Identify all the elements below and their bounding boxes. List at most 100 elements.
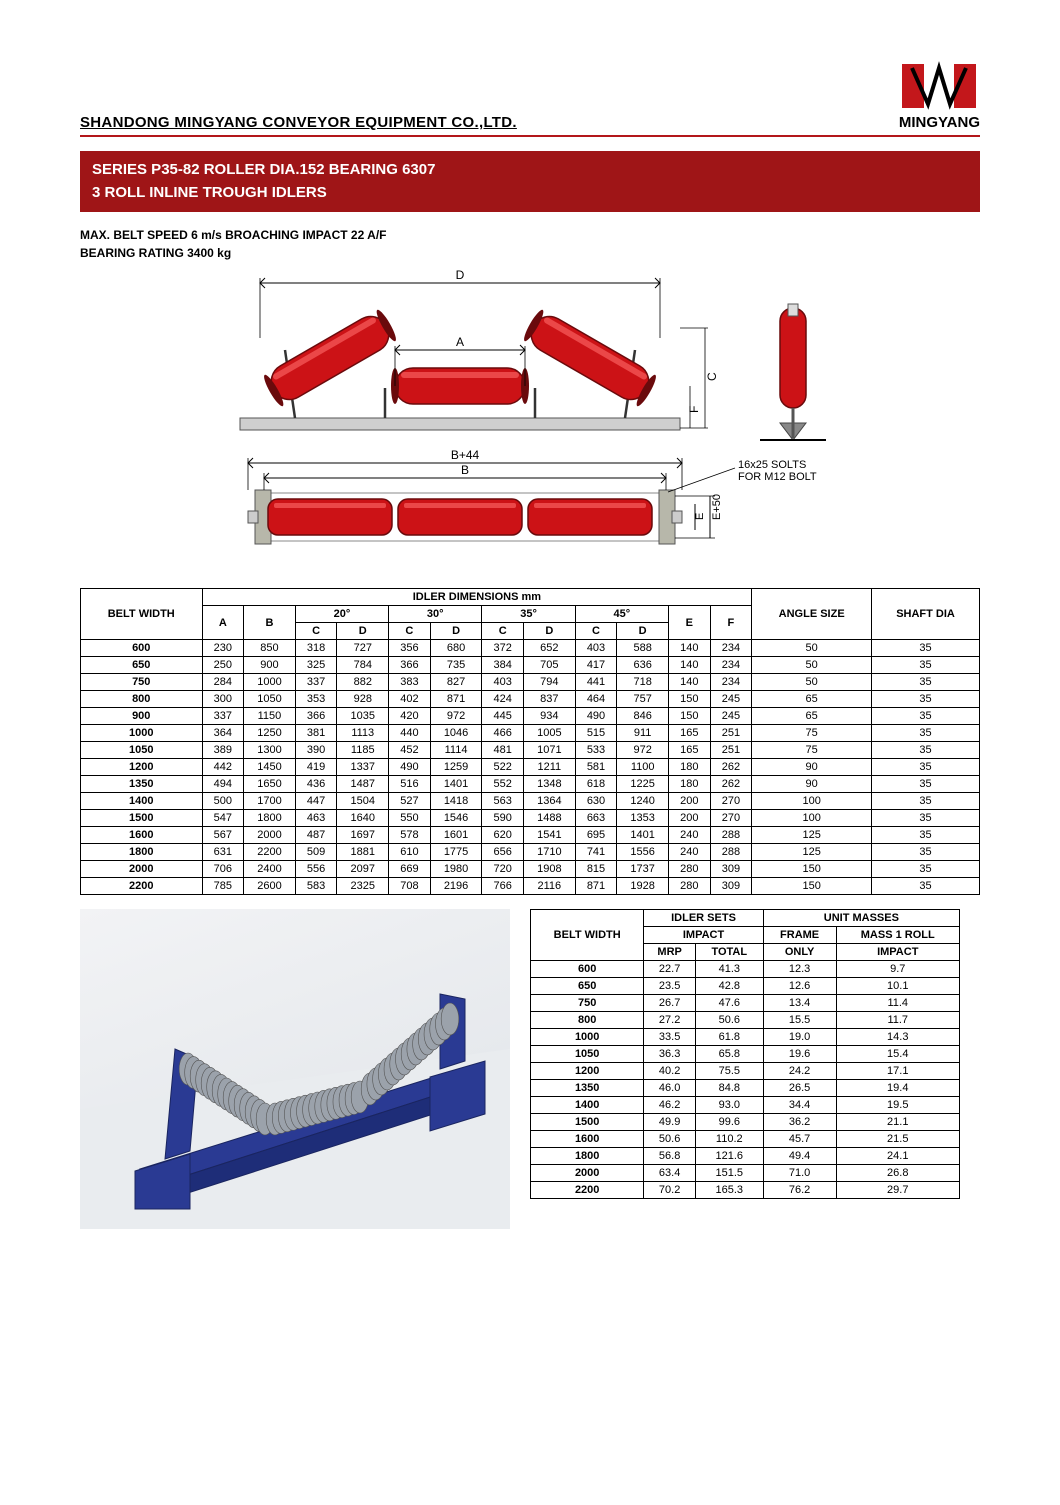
cell: 84.8 bbox=[695, 1080, 763, 1097]
cell: 150 bbox=[752, 878, 872, 895]
table-row: 7502841000337882383827403794441718140234… bbox=[81, 674, 980, 691]
cell: 487 bbox=[295, 827, 337, 844]
cell: 389 bbox=[202, 742, 244, 759]
cell: 19.6 bbox=[763, 1046, 836, 1063]
cell: 26.7 bbox=[644, 995, 696, 1012]
cell: 22.7 bbox=[644, 961, 696, 978]
cell: 19.5 bbox=[836, 1097, 960, 1114]
cell: 270 bbox=[710, 793, 752, 810]
cell: 50 bbox=[752, 674, 872, 691]
title-bar: SERIES P35-82 ROLLER DIA.152 BEARING 630… bbox=[80, 151, 980, 212]
cell: 75.5 bbox=[695, 1063, 763, 1080]
cell: 309 bbox=[710, 861, 752, 878]
cell: 35 bbox=[872, 793, 980, 810]
cell: 1337 bbox=[337, 759, 389, 776]
cell: 452 bbox=[389, 742, 431, 759]
cell: 65.8 bbox=[695, 1046, 763, 1063]
cell: 35 bbox=[872, 725, 980, 742]
title-line-2: 3 ROLL INLINE TROUGH IDLERS bbox=[92, 182, 968, 205]
cell: 630 bbox=[575, 793, 617, 810]
table-row: 9003371150366103542097244593449084615024… bbox=[81, 708, 980, 725]
spec-line-1: MAX. BELT SPEED 6 m/s BROACHING IMPACT 2… bbox=[80, 226, 980, 244]
cell: 1300 bbox=[244, 742, 296, 759]
cell: 402 bbox=[389, 691, 431, 708]
th-20C: C bbox=[295, 623, 337, 640]
cell: 650 bbox=[531, 978, 644, 995]
cell: 442 bbox=[202, 759, 244, 776]
cell: 1556 bbox=[617, 844, 669, 861]
cell: 815 bbox=[575, 861, 617, 878]
t2-impact: IMPACT bbox=[644, 927, 763, 944]
cell: 620 bbox=[482, 827, 524, 844]
cell: 325 bbox=[295, 657, 337, 674]
cell: 720 bbox=[482, 861, 524, 878]
cell: 150 bbox=[752, 861, 872, 878]
cell: 741 bbox=[575, 844, 617, 861]
dimensions-table: BELT WIDTH IDLER DIMENSIONS mm ANGLE SIZ… bbox=[80, 588, 980, 895]
table-row: 105036.365.819.615.4 bbox=[531, 1046, 960, 1063]
cell: 35 bbox=[872, 708, 980, 725]
product-render bbox=[80, 909, 510, 1229]
svg-text:E+50: E+50 bbox=[711, 494, 723, 520]
th-35C: C bbox=[482, 623, 524, 640]
cell: 882 bbox=[337, 674, 389, 691]
cell: 245 bbox=[710, 708, 752, 725]
cell: 180 bbox=[668, 759, 710, 776]
cell: 1980 bbox=[430, 861, 482, 878]
t2-sets: IDLER SETS bbox=[644, 910, 763, 927]
cell: 934 bbox=[524, 708, 576, 725]
cell: 34.4 bbox=[763, 1097, 836, 1114]
cell: 240 bbox=[668, 827, 710, 844]
cell: 727 bbox=[337, 640, 389, 657]
cell: 337 bbox=[295, 674, 337, 691]
th-beltwidth: BELT WIDTH bbox=[81, 589, 203, 640]
cell: 636 bbox=[617, 657, 669, 674]
cell: 337 bbox=[202, 708, 244, 725]
cell: 1800 bbox=[244, 810, 296, 827]
cell: 527 bbox=[389, 793, 431, 810]
cell: 50 bbox=[752, 640, 872, 657]
cell: 41.3 bbox=[695, 961, 763, 978]
cell: 76.2 bbox=[763, 1182, 836, 1199]
cell: 384 bbox=[482, 657, 524, 674]
cell: 900 bbox=[81, 708, 203, 725]
table-row: 6002308503187273566803726524035881402345… bbox=[81, 640, 980, 657]
table-row: 6502509003257843667353847054176361402345… bbox=[81, 657, 980, 674]
spec-line-2: BEARING RATING 3400 kg bbox=[80, 244, 980, 262]
specs: MAX. BELT SPEED 6 m/s BROACHING IMPACT 2… bbox=[80, 226, 980, 262]
table-row: 1500547180046316405501546590148866313532… bbox=[81, 810, 980, 827]
cell: 1700 bbox=[244, 793, 296, 810]
cell: 466 bbox=[482, 725, 524, 742]
cell: 1928 bbox=[617, 878, 669, 895]
cell: 556 bbox=[295, 861, 337, 878]
table-row: 150049.999.636.221.1 bbox=[531, 1114, 960, 1131]
cell: 490 bbox=[389, 759, 431, 776]
cell: 21.1 bbox=[836, 1114, 960, 1131]
cell: 911 bbox=[617, 725, 669, 742]
cell: 35 bbox=[872, 827, 980, 844]
cell: 445 bbox=[482, 708, 524, 725]
cell: 36.3 bbox=[644, 1046, 696, 1063]
cell: 600 bbox=[531, 961, 644, 978]
cell: 61.8 bbox=[695, 1029, 763, 1046]
cell: 1400 bbox=[81, 793, 203, 810]
page: SHANDONG MINGYANG CONVEYOR EQUIPMENT CO.… bbox=[0, 0, 1060, 1269]
th-45: 45° bbox=[575, 606, 668, 623]
header-rule bbox=[80, 135, 980, 137]
cell: 90 bbox=[752, 759, 872, 776]
cell: 19.0 bbox=[763, 1029, 836, 1046]
svg-text:16x25 SOLTS: 16x25 SOLTS bbox=[738, 459, 806, 471]
cell: 121.6 bbox=[695, 1148, 763, 1165]
cell: 972 bbox=[430, 708, 482, 725]
cell: 1259 bbox=[430, 759, 482, 776]
table-row: 135046.084.826.519.4 bbox=[531, 1080, 960, 1097]
cell: 35 bbox=[872, 691, 980, 708]
cell: 766 bbox=[482, 878, 524, 895]
cell: 26.5 bbox=[763, 1080, 836, 1097]
cell: 928 bbox=[337, 691, 389, 708]
cell: 234 bbox=[710, 640, 752, 657]
cell: 1775 bbox=[430, 844, 482, 861]
cell: 366 bbox=[389, 657, 431, 674]
cell: 490 bbox=[575, 708, 617, 725]
cell: 563 bbox=[482, 793, 524, 810]
